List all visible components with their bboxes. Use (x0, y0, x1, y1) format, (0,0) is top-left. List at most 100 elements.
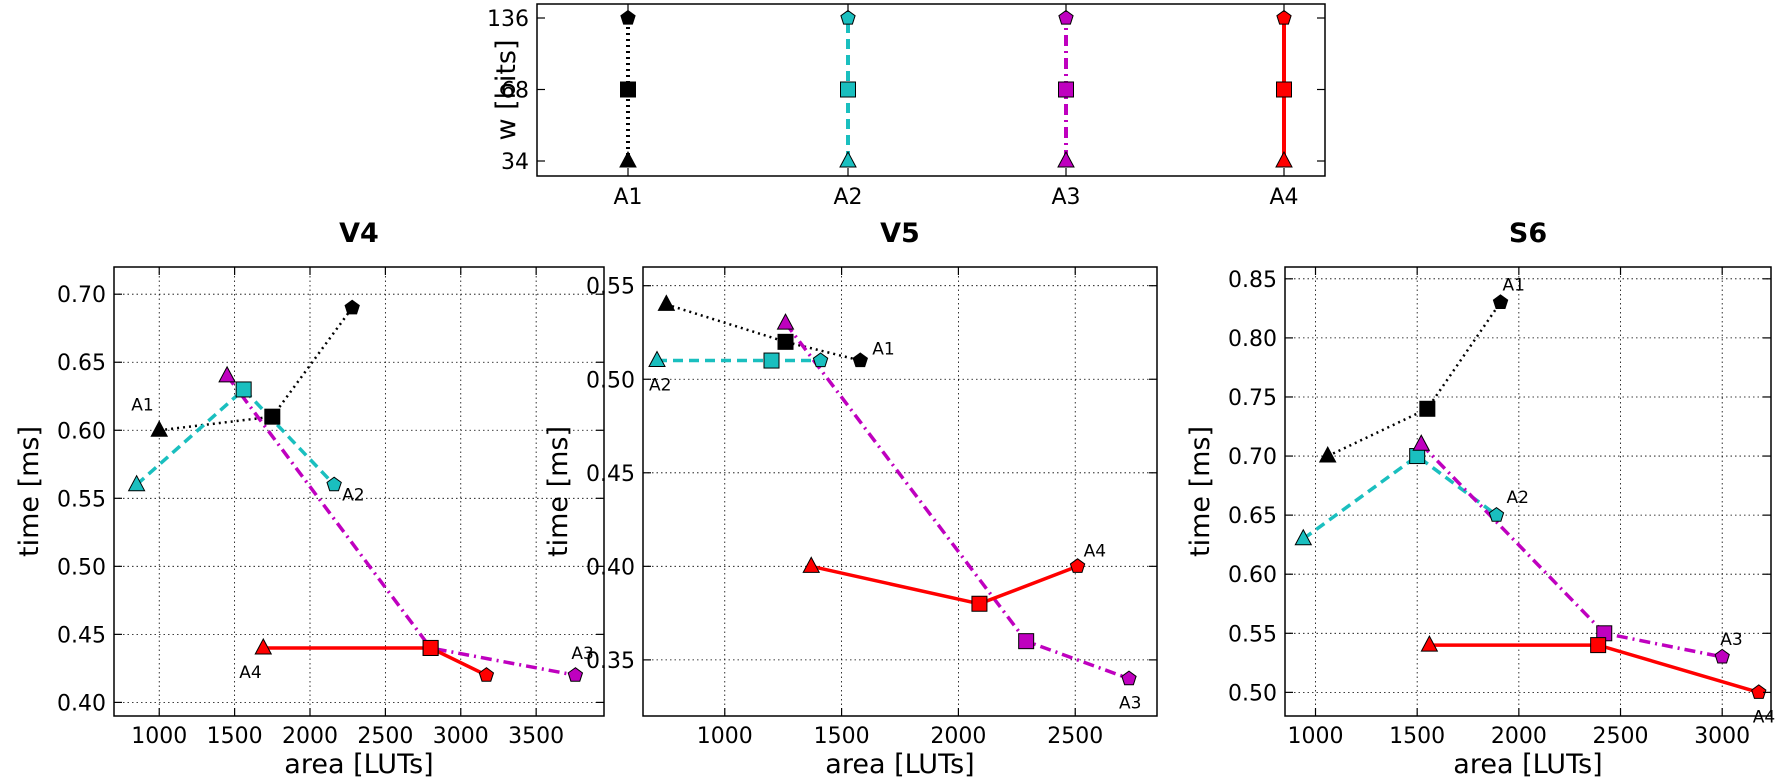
series-annotation: A3 (1720, 630, 1742, 650)
x-tick-label: 2000 (930, 724, 986, 749)
data-point-a2 (1294, 528, 1313, 546)
plot-frame (113, 266, 605, 717)
x-tick-label: 1000 (131, 724, 187, 749)
y-tick-label: 0.40 (586, 555, 635, 580)
x-axis-label: area [LUTs] (1453, 749, 1602, 780)
x-tick-label: A2 (833, 185, 862, 210)
data-point-a2 (1409, 448, 1426, 465)
data-point-a3 (1018, 633, 1035, 650)
x-axis-label: area [LUTs] (284, 749, 433, 780)
data-point-a1 (150, 420, 169, 437)
legend-marker-a2-136 (840, 9, 856, 25)
panel-v4: A1 A2 A3 A4 1000 1500 2000 2500 3000 3500 0.40 0.45… (14, 218, 605, 780)
data-point-a2 (763, 352, 780, 369)
data-point-a1 (264, 408, 281, 425)
y-axis-label: time [ms] (1185, 426, 1216, 557)
legend-marker-a4-34 (1275, 150, 1293, 168)
data-point-a4 (254, 637, 273, 655)
y-tick-label: 0.50 (57, 555, 106, 580)
panel-title: V4 (339, 218, 379, 249)
y-axis-label: time [ms] (14, 426, 45, 557)
plot-frame (642, 266, 1158, 717)
plot-frame (1284, 266, 1772, 717)
series-annotation: A1 (131, 395, 153, 415)
x-tick-label: 2500 (1593, 724, 1649, 749)
data-point-a1 (1318, 445, 1337, 463)
y-tick-label: 0.60 (1228, 563, 1277, 588)
legend-marker-a3-68 (1058, 81, 1074, 98)
y-tick-label: 0.80 (1228, 327, 1277, 352)
series-annotation: A1 (872, 340, 894, 360)
data-point-a4 (422, 639, 439, 656)
data-point-a1 (344, 299, 360, 315)
y-tick-label: 0.65 (57, 351, 106, 376)
legend-marker-a4-136 (1276, 9, 1292, 25)
x-tick-label: A3 (1051, 185, 1080, 210)
legend-marker-a4-68 (1276, 81, 1292, 98)
data-point-a4 (1751, 684, 1767, 699)
y-tick-label: 136 (487, 7, 529, 32)
legend-marker-a3-34 (1057, 150, 1075, 168)
series-annotation: A2 (649, 376, 671, 396)
data-point-a3 (1714, 648, 1730, 664)
data-point-a2 (326, 476, 342, 492)
data-point-a2 (812, 352, 829, 368)
series-line-a1 (666, 303, 861, 362)
y-tick-label: 0.65 (1228, 504, 1277, 529)
y-tick-label: 0.35 (586, 649, 635, 674)
x-tick-label: 1500 (814, 724, 870, 749)
legend-frame (536, 3, 1326, 177)
y-tick-label: 0.55 (57, 487, 106, 512)
series-line-a1 (1327, 301, 1502, 458)
x-tick-label: 3000 (1694, 724, 1750, 749)
series-line-a2 (135, 387, 336, 487)
data-point-a4 (1590, 637, 1607, 654)
y-tick-label: 0.50 (586, 368, 635, 393)
legend-marker-a1-34 (619, 150, 637, 168)
data-point-a1 (777, 333, 794, 350)
legend-marker-a1-68 (620, 81, 636, 98)
data-point-a3 (776, 313, 795, 330)
legend-marker-a1-136 (620, 9, 636, 25)
data-point-a4 (1069, 558, 1086, 573)
y-tick-label: 0.50 (1228, 681, 1277, 706)
panel-v5: A1 A2 A3 A4 1000 1500 2000 2500 0.35 0.40 0.45 0.50… (543, 218, 1158, 780)
y-axis-label: time [ms] (543, 426, 574, 557)
series-line-a1 (159, 307, 354, 432)
y-tick-label: 34 (501, 150, 529, 175)
y-tick-label: 0.45 (586, 462, 635, 487)
series-annotation: A4 (1753, 707, 1775, 727)
series-line-a4 (810, 564, 1079, 606)
x-tick-label: 3500 (508, 724, 564, 749)
x-tick-label: 2500 (357, 724, 413, 749)
data-point-a2 (127, 474, 146, 492)
series-annotation: A2 (342, 486, 364, 506)
data-point-a1 (657, 294, 676, 311)
x-tick-label: 3000 (433, 724, 489, 749)
data-point-a4 (478, 667, 495, 682)
legend-panel: 34 68 136 A1 A2 A3 A4 w [bits] (487, 3, 1326, 210)
data-point-a4 (971, 595, 988, 612)
y-tick-label: 68 (501, 79, 529, 104)
y-tick-label: 0.70 (1228, 445, 1277, 470)
data-point-a3 (567, 667, 584, 682)
legend-marker-a3-136 (1058, 9, 1074, 25)
panel-title: S6 (1509, 218, 1547, 249)
y-tick-label: 0.60 (57, 419, 106, 444)
series-annotation: A3 (571, 644, 593, 664)
x-tick-label: 1500 (207, 724, 263, 749)
panel-s6: A1 A2 A3 A4 1000 1500 2000 2500 3000 0.50 0.55 0.60… (1185, 218, 1775, 780)
series-annotation: A1 (1503, 275, 1525, 295)
data-point-a1 (852, 352, 868, 368)
series-line-a2 (1302, 453, 1498, 541)
x-tick-label: 2000 (1491, 724, 1547, 749)
series-annotation: A4 (239, 663, 261, 683)
x-tick-label: 2000 (282, 724, 338, 749)
y-tick-label: 0.70 (57, 283, 106, 308)
y-tick-label: 0.40 (57, 691, 106, 716)
data-point-a2 (1488, 506, 1505, 522)
x-tick-label: 2500 (1047, 724, 1103, 749)
legend-marker-a2-34 (839, 150, 857, 168)
x-tick-label: 1500 (1389, 724, 1445, 749)
